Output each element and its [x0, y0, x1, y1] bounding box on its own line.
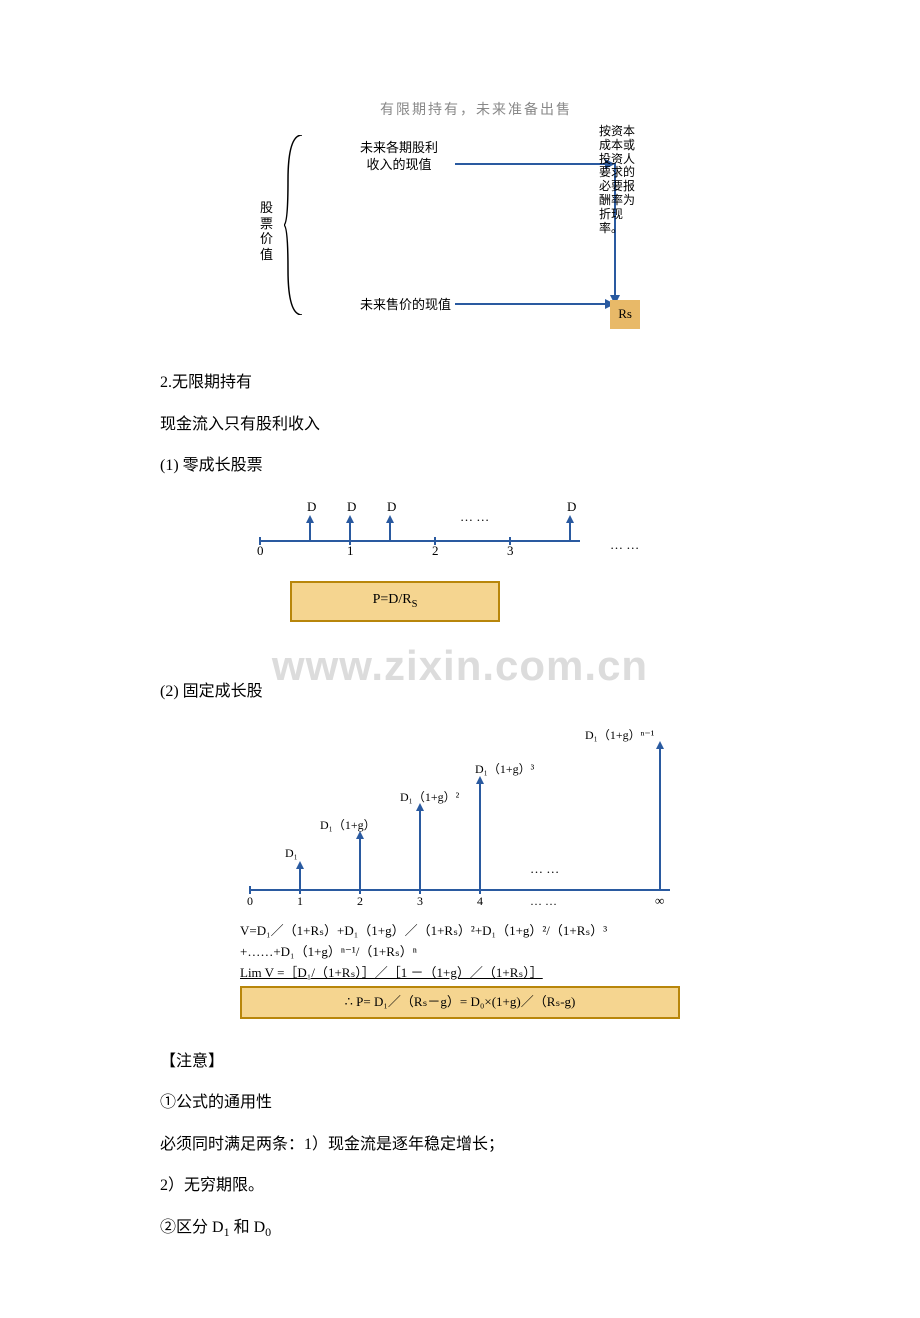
svg-text:1: 1 — [347, 543, 354, 558]
text9-sub0: 0 — [265, 1225, 271, 1239]
diagram1-top-text: 未来各期股利 收入的现值 — [360, 140, 438, 174]
svg-text:D₁（1+g）³: D₁（1+g）³ — [475, 762, 535, 776]
diagram1-rs-badge: Rs — [610, 300, 640, 329]
svg-text:2: 2 — [357, 894, 363, 907]
text-zero-growth: (1) 零成长股票 — [160, 453, 760, 479]
svg-text:D: D — [347, 499, 356, 514]
diagram1-bottom-arrow — [455, 295, 615, 313]
d1-top-line2: 收入的现值 — [367, 157, 432, 172]
diagram3-canvas: D₁ D₁（1+g） D₁（1+g）² D₁（1+g）³ D₁（1+g）ⁿ⁻¹ … — [240, 725, 680, 1019]
diagram3-timeline: D₁ D₁（1+g） D₁（1+g）² D₁（1+g）³ D₁（1+g）ⁿ⁻¹ … — [240, 725, 680, 907]
text9b: 和 D — [234, 1219, 266, 1236]
svg-text:… …: … … — [460, 509, 489, 524]
diagram-limited-hold: 有限期持有，未来准备出售 股票价值 未来各期股利 收入的现值 未来售价的现值 按… — [160, 100, 760, 340]
svg-text:D₁（1+g）ⁿ⁻¹: D₁（1+g）ⁿ⁻¹ — [585, 728, 655, 742]
diagram3-formula: ∴ P= D₁／（Rₛ－g）= D₀×(1+g)／（Rₛ-g) — [240, 986, 680, 1019]
d2-formula-text: P=D/R — [373, 592, 412, 607]
diagram1-canvas: 有限期持有，未来准备出售 股票价值 未来各期股利 收入的现值 未来售价的现值 按… — [260, 100, 660, 340]
watermark-text: www.zixin.com.cn — [272, 642, 648, 689]
brace-icon — [284, 135, 304, 315]
diagram-fixed-growth: D₁ D₁（1+g） D₁（1+g）² D₁（1+g）³ D₁（1+g）ⁿ⁻¹ … — [160, 725, 760, 1019]
diagram2-formula: P=D/RS — [290, 581, 500, 622]
diagram2-timeline: D D D … … D 0 1 2 3 … … — [250, 499, 670, 559]
svg-text:3: 3 — [417, 894, 423, 907]
diagram1-top-arrow — [455, 155, 615, 173]
diagram1-title: 有限期持有，未来准备出售 — [380, 100, 572, 122]
svg-text:D₁（1+g）: D₁（1+g） — [320, 818, 376, 832]
diagram-zero-growth: D D D … … D 0 1 2 3 … … P=D/RS — [160, 499, 760, 622]
svg-text:D: D — [387, 499, 396, 514]
d3-eq-line2: +……+D₁（1+g）ⁿ⁻¹/（1+Rₛ）ⁿ — [240, 942, 680, 963]
text-note-cond2: 2）无穷期限。 — [160, 1173, 760, 1199]
d3-eq-line3: Lim V =［D₁/（1+Rₛ）］／［1 －（1+g）／（1+Rₛ）］ — [240, 963, 680, 984]
svg-text:0: 0 — [247, 894, 253, 907]
text-cash-inflow: 现金流入只有股利收入 — [160, 412, 760, 438]
diagram3-equations: V=D₁／（1+Rₛ）+D₁（1+g）／（1+Rₛ）²+D₁（1+g）²/（1+… — [240, 921, 680, 983]
svg-text:D₁: D₁ — [285, 846, 298, 860]
svg-text:D: D — [307, 499, 316, 514]
text-unlimited-hold: 2.无限期持有 — [160, 370, 760, 396]
diagram1-left-label: 股票价值 — [260, 200, 278, 262]
watermark: www.zixin.com.cn — [160, 632, 760, 699]
svg-text:∞: ∞ — [655, 893, 664, 907]
svg-text:0: 0 — [257, 543, 264, 558]
text-note-conditions: 必须同时满足两条：1）现金流是逐年稳定增长； — [160, 1132, 760, 1158]
svg-text:3: 3 — [507, 543, 514, 558]
text-note-header: 【注意】 — [160, 1049, 760, 1075]
svg-text:… …: … … — [610, 537, 639, 552]
text-note-2: ②区分 D1 和 D0 — [160, 1215, 760, 1242]
text9-sub1: 1 — [224, 1225, 230, 1239]
text-note-1: ①公式的通用性 — [160, 1090, 760, 1116]
svg-text:… …: … … — [530, 861, 559, 876]
svg-text:4: 4 — [477, 894, 483, 907]
svg-text:D₁（1+g）²: D₁（1+g）² — [400, 790, 460, 804]
diagram1-right-label: 按资本成本或投资人要求的必要报酬率为折现率。 — [599, 125, 635, 235]
d1-top-line1: 未来各期股利 — [360, 140, 438, 155]
diagram2-canvas: D D D … … D 0 1 2 3 … … P=D/RS — [250, 499, 670, 622]
svg-text:2: 2 — [432, 543, 439, 558]
d2-formula-sub: S — [412, 599, 418, 610]
d3-eq-line1: V=D₁／（1+Rₛ）+D₁（1+g）／（1+Rₛ）²+D₁（1+g）²/（1+… — [240, 921, 680, 942]
svg-text:1: 1 — [297, 894, 303, 907]
svg-text:… …: … … — [530, 894, 557, 907]
text9a: ②区分 D — [160, 1219, 224, 1236]
diagram1-bottom-text: 未来售价的现值 — [360, 295, 451, 316]
svg-text:D: D — [567, 499, 576, 514]
